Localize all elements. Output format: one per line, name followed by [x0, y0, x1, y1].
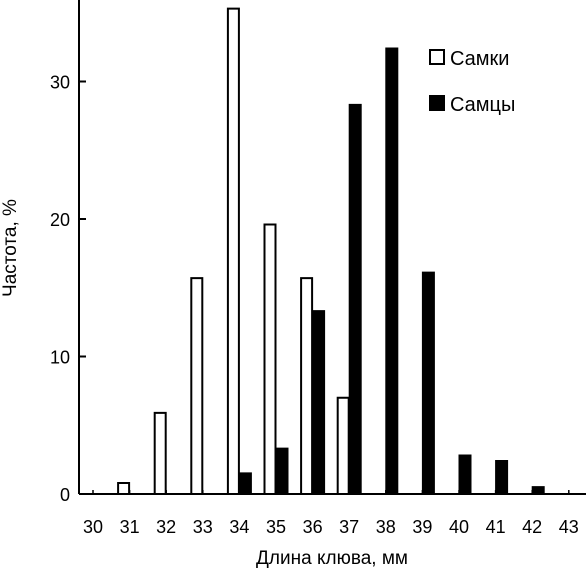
bar-males — [531, 486, 545, 495]
x-tick-label: 40 — [449, 517, 469, 537]
bar-males — [312, 310, 326, 495]
legend-swatch-females — [429, 49, 445, 65]
x-tick-label: 35 — [266, 517, 286, 537]
x-tick-label: 36 — [303, 517, 323, 537]
x-tick-label: 33 — [193, 517, 213, 537]
legend-label-males: Самцы — [450, 94, 515, 116]
bar-females — [226, 7, 240, 495]
bar-males — [495, 460, 509, 495]
x-tick-label: 41 — [486, 517, 506, 537]
x-tick-label: 37 — [339, 517, 359, 537]
bar-males — [458, 454, 472, 495]
x-tick-label: 39 — [412, 517, 432, 537]
x-ticks: 30 31 32 33 34 35 36 37 38 39 40 41 42 43 — [83, 490, 579, 537]
bar-males — [348, 103, 362, 495]
bar-females — [300, 277, 314, 495]
bar-females — [153, 411, 167, 495]
x-tick-label: 43 — [559, 517, 579, 537]
bar-males — [238, 472, 252, 495]
bar-males — [275, 447, 289, 495]
x-tick-label: 31 — [120, 517, 140, 537]
x-tick-label: 32 — [156, 517, 176, 537]
bar-females — [336, 396, 350, 495]
y-tick-label: 20 — [50, 210, 70, 230]
bar-males — [421, 271, 435, 495]
x-tick-label: 30 — [83, 517, 103, 537]
bars-group — [117, 7, 545, 495]
x-tick-label: 38 — [376, 517, 396, 537]
legend-label-females: Самки — [450, 48, 509, 70]
y-ticks: 0 10 20 30 — [50, 73, 86, 505]
bar-males — [385, 47, 399, 495]
x-axis-title: Длина клюва, мм — [256, 548, 408, 569]
bar-females — [263, 223, 277, 495]
legend: Самки Самцы — [429, 48, 515, 116]
y-tick-label: 10 — [50, 348, 70, 368]
legend-swatch-males — [429, 95, 445, 111]
y-axis-title: Частота, % — [0, 199, 21, 297]
bar-females — [190, 277, 204, 495]
y-tick-label: 30 — [50, 73, 70, 93]
y-tick-label: 0 — [60, 485, 70, 505]
bar-females — [117, 482, 131, 495]
x-tick-label: 34 — [229, 517, 249, 537]
x-tick-label: 42 — [522, 517, 542, 537]
